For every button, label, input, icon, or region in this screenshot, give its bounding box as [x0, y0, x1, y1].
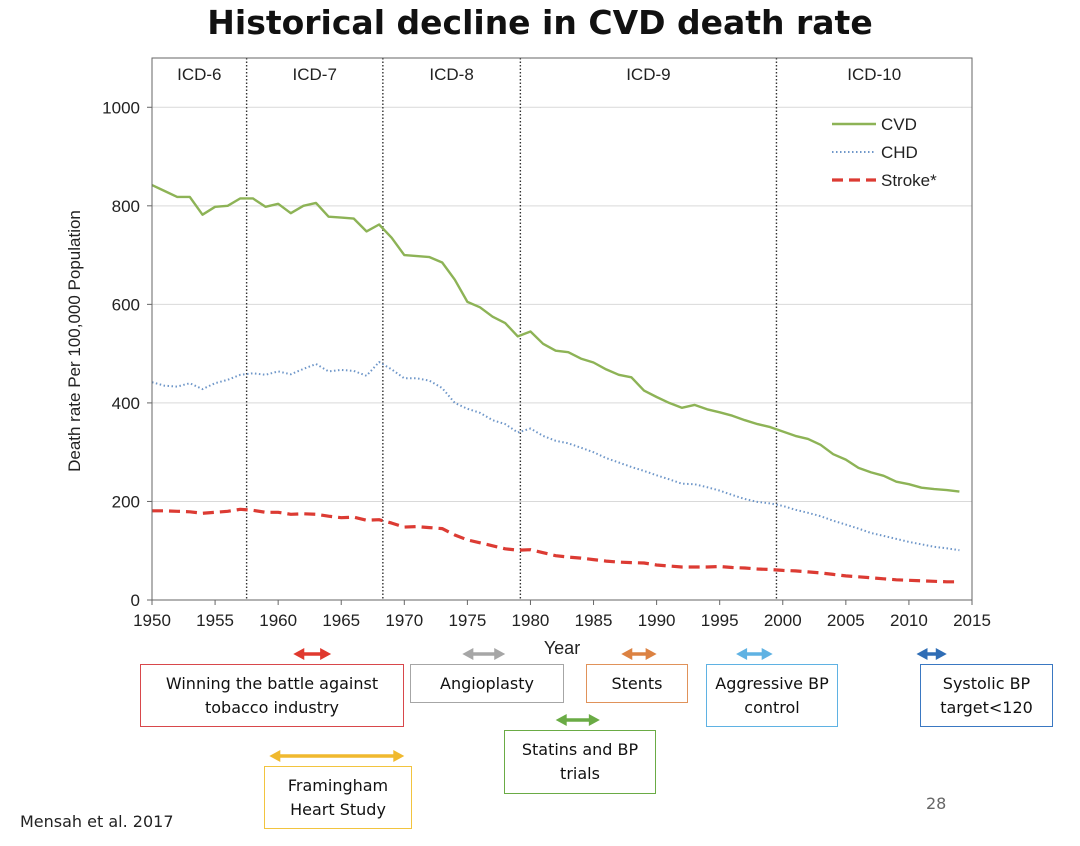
x-tick-label: 2005: [827, 611, 865, 630]
legend: CVD CHD Stroke*: [832, 115, 937, 190]
icd-era-dividers: ICD-6 ICD-7 ICD-8 ICD-9 ICD-10: [177, 58, 901, 600]
series-line-cvd: [151, 184, 960, 493]
x-tick-label: 2000: [764, 611, 802, 630]
slide-number: 28: [926, 794, 947, 813]
y-tick-label: 200: [112, 492, 140, 511]
intervention-arrow: [916, 648, 947, 660]
y-axis-label: Death rate Per 100,000 Population: [65, 210, 84, 472]
intervention-arrow: [269, 750, 405, 762]
y-tick-label: 800: [112, 197, 140, 216]
series-lines: [151, 184, 960, 584]
intervention-box: Framingham Heart Study: [264, 766, 412, 829]
x-tick-label: 1980: [512, 611, 550, 630]
intervention-label: Statins and BP trials: [521, 740, 639, 783]
plot-frame: [151, 57, 973, 601]
icd-era-label: ICD-8: [429, 65, 473, 84]
intervention-arrow: [736, 648, 773, 660]
x-tick-label: 1990: [638, 611, 676, 630]
intervention-label: Stents: [611, 673, 663, 693]
intervention-label: Systolic BP target<120: [940, 673, 1033, 717]
series-line-chd: [151, 361, 960, 552]
x-tick-label: 1950: [133, 611, 171, 630]
intervention-arrow: [555, 714, 600, 726]
gridlines: [152, 106, 972, 502]
intervention-label: Angioplasty: [440, 673, 534, 693]
y-tick-label: 400: [112, 394, 140, 413]
x-tick-label: 2010: [890, 611, 928, 630]
y-tick-label: 1000: [102, 98, 140, 117]
x-tick-label: 1975: [448, 611, 486, 630]
x-tick-label: 2015: [953, 611, 991, 630]
x-tick-label: 1955: [196, 611, 234, 630]
y-tick-label: 600: [112, 295, 140, 314]
slide-title: Historical decline in CVD death rate: [207, 3, 873, 42]
intervention-label: Aggressive BP control: [715, 673, 829, 717]
intervention-arrow: [462, 648, 506, 660]
intervention-arrow: [621, 648, 657, 660]
intervention-box: Stents: [586, 664, 688, 703]
intervention-box: Systolic BP target<120: [920, 664, 1053, 727]
intervention-arrows: [269, 648, 947, 762]
x-tick-label: 1985: [575, 611, 613, 630]
legend-label: Stroke*: [881, 171, 937, 190]
series-line-stroke: [152, 507, 960, 584]
x-tick-label: 1960: [259, 611, 297, 630]
intervention-box: Winning the battle against tobacco indus…: [140, 664, 404, 727]
x-axis-label: Year: [544, 638, 580, 658]
y-tick-label: 0: [131, 591, 140, 610]
intervention-box: Statins and BP trials: [504, 730, 656, 794]
icd-era-label: ICD-10: [847, 65, 901, 84]
intervention-box: Angioplasty: [410, 664, 564, 703]
icd-era-label: ICD-7: [293, 65, 337, 84]
x-tick-label: 1995: [701, 611, 739, 630]
legend-label: CVD: [881, 115, 917, 134]
x-tick-label: 1965: [322, 611, 360, 630]
intervention-box: Aggressive BP control: [706, 664, 838, 727]
intervention-label: Framingham Heart Study: [287, 775, 389, 819]
x-tick-label: 1970: [385, 611, 423, 630]
intervention-arrow: [293, 648, 332, 660]
axis-ticks: 0 200 400 600 800 1000 1950 1955 1960 1965 1970 197…: [102, 98, 991, 630]
legend-label: CHD: [881, 143, 918, 162]
icd-era-label: ICD-6: [177, 65, 221, 84]
icd-era-label: ICD-9: [626, 65, 670, 84]
intervention-label: Winning the battle against tobacco indus…: [165, 673, 379, 717]
citation: Mensah et al. 2017: [20, 812, 174, 831]
